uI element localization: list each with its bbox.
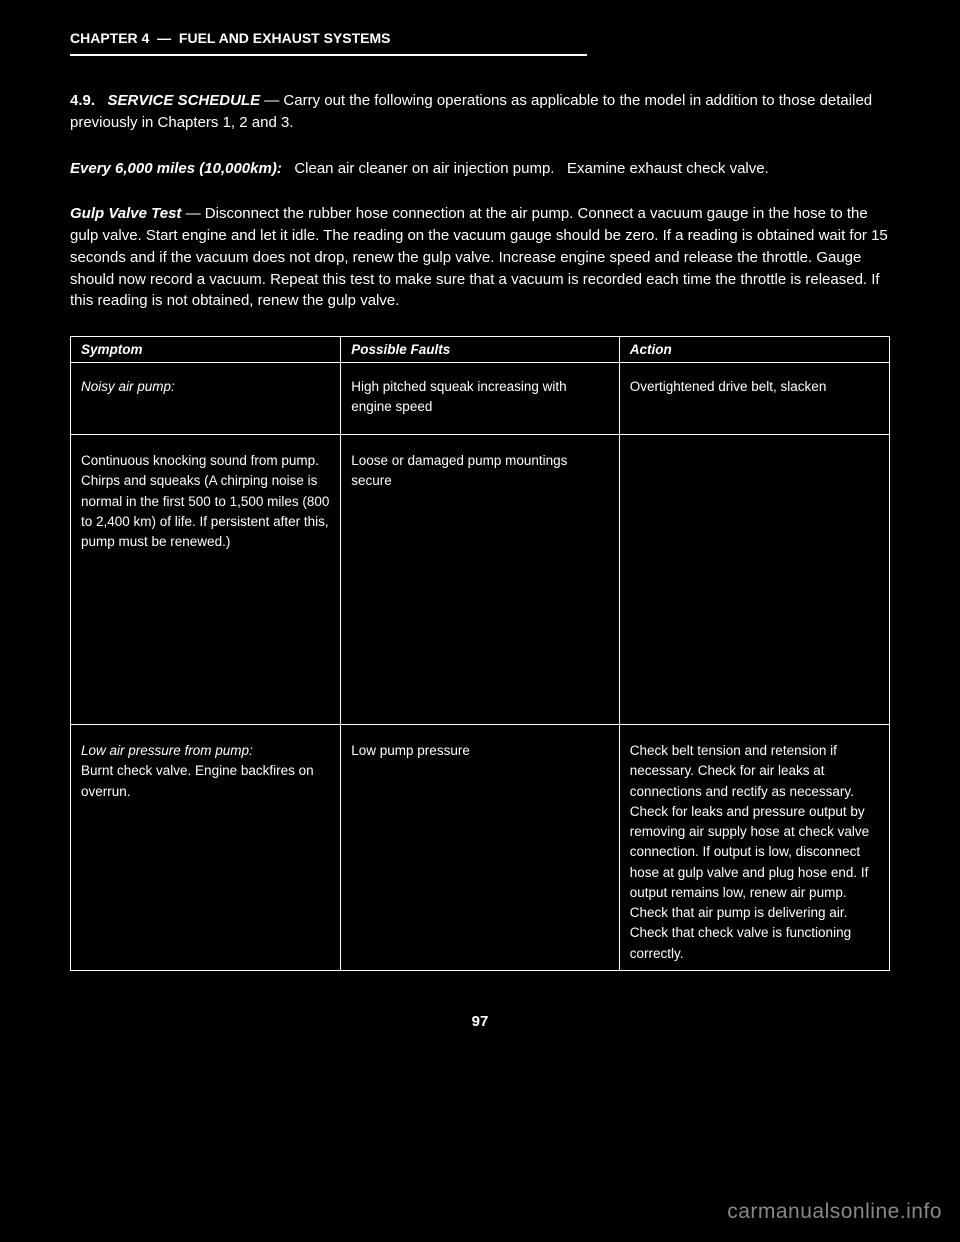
table-row: Low air pressure from pump: Burnt check …	[71, 725, 890, 971]
watermark: carmanualsonline.info	[727, 1200, 942, 1224]
chapter-number: CHAPTER 4	[70, 30, 149, 46]
col-faults: Possible Faults	[341, 337, 619, 363]
table-header-row: Symptom Possible Faults Action	[71, 337, 890, 363]
cell-symptom: Continuous knocking sound from pump. Chi…	[71, 435, 341, 725]
col-symptom: Symptom	[71, 337, 341, 363]
gulp-p1: Disconnect the rubber hose connection at…	[205, 205, 574, 222]
gulp-heading: Gulp Valve Test	[70, 205, 181, 222]
service-schedule-intro: 4.9. SERVICE SCHEDULE — Carry out the fo…	[70, 90, 890, 134]
interval-lead: Every 6,000 miles (10,000km):	[70, 160, 282, 177]
cell-fault: High pitched squeak increasing with engi…	[341, 363, 619, 435]
symptom-body: Burnt check valve. Engine backfires on o…	[81, 763, 314, 798]
cell-symptom: Noisy air pump:	[71, 363, 341, 435]
symptom-heading: Low air pressure from pump:	[81, 743, 253, 758]
cell-fault: Loose or damaged pump mountings secure	[341, 435, 619, 725]
cell-symptom: Low air pressure from pump: Burnt check …	[71, 725, 341, 971]
cell-action: Overtightened drive belt, slacken	[619, 363, 889, 435]
cell-fault: Low pump pressure	[341, 725, 619, 971]
cell-action: Check belt tension and retension if nece…	[619, 725, 889, 971]
manual-page: CHAPTER 4 — FUEL AND EXHAUST SYSTEMS 4.9…	[0, 0, 960, 1030]
section-number: 4.9.	[70, 92, 95, 109]
col-action: Action	[619, 337, 889, 363]
table-row: Noisy air pump: High pitched squeak incr…	[71, 363, 890, 435]
section-heading: SERVICE SCHEDULE	[108, 92, 261, 109]
chapter-title: FUEL AND EXHAUST SYSTEMS	[179, 30, 391, 46]
chapter-label: CHAPTER 4 — FUEL AND EXHAUST SYSTEMS	[70, 30, 391, 46]
gulp-valve-section: Gulp Valve Test — Disconnect the rubber …	[70, 203, 890, 312]
chapter-header: CHAPTER 4 — FUEL AND EXHAUST SYSTEMS	[70, 30, 587, 56]
diagnosis-table: Symptom Possible Faults Action Noisy air…	[70, 336, 890, 971]
interval-item-1: Clean air cleaner on air injection pump.	[294, 160, 554, 177]
symptom-heading: Noisy air pump:	[81, 379, 175, 394]
interval-item-2: Examine exhaust check valve.	[567, 160, 769, 177]
page-number: 97	[70, 1013, 890, 1030]
cell-action	[619, 435, 889, 725]
every-interval: Every 6,000 miles (10,000km): Clean air …	[70, 158, 890, 180]
table-row: Continuous knocking sound from pump. Chi…	[71, 435, 890, 725]
